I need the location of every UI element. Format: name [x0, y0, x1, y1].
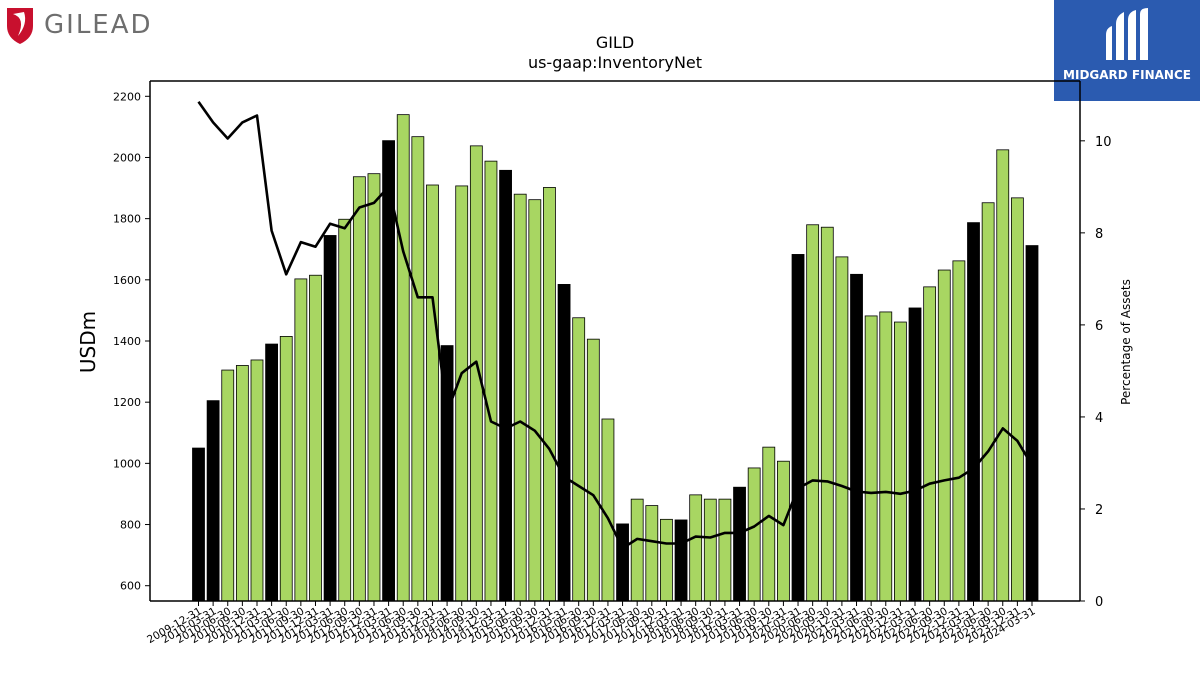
bar: [850, 273, 863, 602]
bar: [572, 317, 586, 602]
y-tick-label: 1200: [113, 396, 141, 409]
bar: [689, 494, 703, 602]
y-tick-label: 600: [120, 580, 141, 593]
bar: [718, 498, 732, 602]
bar: [645, 505, 659, 602]
bar: [294, 278, 308, 602]
bar: [806, 224, 820, 602]
bar: [952, 260, 966, 602]
bar: [543, 187, 556, 602]
bar: [616, 523, 629, 602]
bar: [1010, 197, 1024, 602]
brand-logo: MIDGARD FINANCE: [1054, 0, 1200, 101]
bar: [279, 336, 293, 602]
bar: [338, 218, 352, 602]
bar: [660, 518, 673, 602]
bar: [484, 160, 498, 602]
bar: [923, 286, 937, 602]
bar: [835, 256, 849, 602]
bar: [1025, 245, 1039, 602]
bar: [528, 199, 542, 602]
bar: [908, 307, 922, 602]
bar: [777, 460, 790, 602]
bar: [513, 193, 527, 602]
y-tick-label: 2200: [113, 90, 141, 103]
y-tick-label: 1600: [113, 274, 141, 287]
bar: [469, 145, 483, 602]
y-tick-label: 800: [120, 519, 141, 532]
y-right-tick-label: 0: [1095, 595, 1103, 610]
bar: [820, 226, 834, 602]
bar: [192, 447, 205, 602]
bar: [250, 359, 264, 602]
brand-mark-icon: [1106, 8, 1148, 60]
y-axis-label: USDm: [76, 311, 100, 373]
bar: [630, 498, 644, 602]
bar: [221, 369, 235, 602]
bar: [411, 136, 425, 602]
bar: [206, 400, 220, 602]
y-right-tick-label: 4: [1095, 411, 1103, 426]
y-tick-label: 1400: [113, 335, 141, 348]
bar: [426, 184, 439, 602]
y-axis-right-label: Percentage of Assets: [1119, 279, 1133, 405]
bar: [323, 235, 337, 602]
bar: [937, 269, 951, 602]
y-tick-label: 1800: [113, 213, 141, 226]
line-series: [197, 100, 1034, 550]
bar: [967, 222, 980, 602]
y-right-tick-label: 10: [1095, 135, 1112, 150]
bar: [235, 365, 249, 602]
assets-percentage-line: [197, 100, 1034, 550]
y-tick-label: 2000: [113, 151, 141, 164]
bar: [879, 311, 893, 602]
bar: [791, 254, 805, 602]
bar: [455, 185, 469, 602]
bar: [893, 321, 907, 602]
y-right-tick-label: 6: [1095, 319, 1103, 334]
logo-text: GILEAD: [44, 10, 153, 40]
bar-series: [192, 114, 1039, 602]
bar: [762, 446, 776, 602]
bar: [703, 498, 717, 602]
y-right-tick-label: 2: [1095, 503, 1103, 518]
bar: [586, 338, 600, 602]
bar: [996, 149, 1010, 602]
y-tick-label: 1000: [113, 457, 141, 470]
bar: [352, 176, 366, 602]
bar: [674, 519, 688, 602]
brand-text: MIDGARD FINANCE: [1063, 68, 1191, 82]
bar: [499, 169, 512, 602]
bar: [309, 274, 322, 602]
axes: 600 800 1000 1200 1400 1600 1800 2000 2200 0 2 4 6 8 1…: [113, 80, 1112, 646]
chart-subtitle: us-gaap:InventoryNet: [528, 53, 702, 72]
bar: [747, 467, 761, 602]
bar: [733, 486, 746, 602]
y-right-tick-label: 8: [1095, 227, 1103, 242]
bar: [864, 315, 878, 602]
bar: [396, 114, 410, 602]
gilead-shield-icon: [7, 8, 33, 44]
gilead-logo: GILEAD: [4, 4, 153, 46]
bar: [265, 343, 279, 602]
chart-title: GILD: [596, 33, 634, 52]
bar: [367, 173, 381, 602]
bar: [557, 284, 571, 602]
bar: [981, 202, 995, 602]
